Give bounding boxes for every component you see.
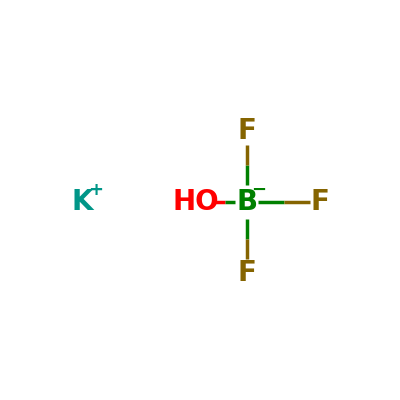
Text: B: B xyxy=(236,188,258,216)
Text: F: F xyxy=(310,188,329,216)
Text: F: F xyxy=(238,117,256,145)
Text: +: + xyxy=(88,181,103,199)
Text: −: − xyxy=(251,181,266,199)
Text: F: F xyxy=(238,259,256,287)
Text: K: K xyxy=(72,188,93,216)
Text: HO: HO xyxy=(172,188,219,216)
